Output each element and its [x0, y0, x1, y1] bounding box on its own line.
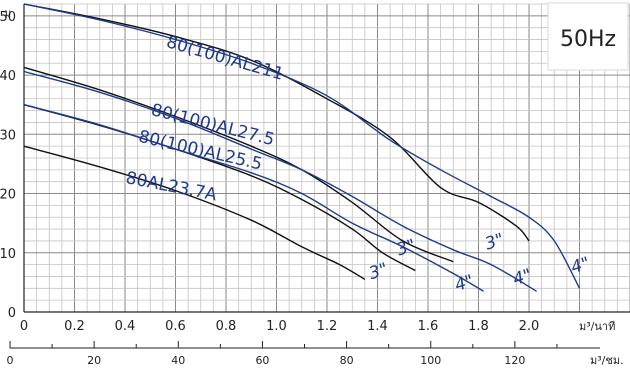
series-line-0-1	[23, 3, 581, 289]
series-line-0-0	[23, 3, 530, 242]
x2-tick-label: 0	[7, 354, 14, 367]
x2-axis-unit: ม³/ชม.	[590, 354, 624, 367]
grid-layer	[23, 3, 630, 313]
y-axis-unit: ม	[4, 7, 11, 20]
series-line-3-0	[23, 145, 366, 281]
size-label-1-1: 4"	[510, 265, 534, 290]
x-tick-label: 0.2	[64, 319, 85, 334]
x-tick-label: 2.0	[519, 319, 540, 334]
curve-layer	[23, 3, 581, 292]
frequency-badge: 50Hz	[547, 2, 629, 71]
x2-tick-label: 20	[87, 354, 101, 367]
frequency-badge-label: 50Hz	[560, 27, 616, 52]
size-label-2-0: 3"	[367, 259, 391, 284]
x2-tick-label: 80	[340, 354, 354, 367]
y-tick-label: 30	[0, 128, 16, 143]
series-line-1-0	[23, 66, 454, 263]
x2-tick-label: 120	[504, 354, 525, 367]
x-tick-label: 1.6	[418, 319, 439, 334]
x-tick-label: 1.2	[317, 319, 338, 334]
axis-layer: 0 10 20 30 40 50 0 0.2 0.4 0.6 0.8 1.0 1.2 1.4 1.6 1.8 2…	[0, 4, 630, 367]
y-tick-label: 50	[0, 10, 16, 25]
series-line-2-1	[23, 104, 484, 292]
y-tick-label: 20	[0, 188, 16, 203]
size-label-1-0: 3"	[394, 236, 418, 261]
y-tick-label: 0	[8, 306, 16, 321]
x-axis-unit: ม³/นาที	[579, 320, 615, 333]
label-layer: 80(100)AL2113"4"80(100)AL27.53"4"80(100)…	[124, 32, 592, 296]
series-line-1-1	[23, 70, 537, 292]
x-tick-label: 0.4	[115, 319, 136, 334]
x-tick-label: 0.6	[165, 319, 186, 334]
x-tick-label: 1.0	[266, 319, 287, 334]
x-tick-label: 0.8	[216, 319, 237, 334]
size-label-0-1: 4"	[569, 253, 593, 278]
x-tick-label: 1.8	[468, 319, 489, 334]
size-label-0-0: 3"	[483, 230, 507, 255]
series-label-3: 80AL23.7A	[124, 168, 219, 205]
x2-tick-label: 100	[420, 354, 441, 367]
x2-tick-label: 60	[255, 354, 269, 367]
series-label-0: 80(100)AL211	[164, 32, 286, 85]
x-tick-label: 1.4	[367, 319, 388, 334]
y-tick-label: 10	[0, 247, 16, 262]
y-tick-label: 40	[0, 69, 16, 84]
x-tick-label: 0	[20, 319, 28, 334]
x2-tick-label: 40	[171, 354, 185, 367]
size-label-2-1: 4"	[452, 271, 476, 296]
